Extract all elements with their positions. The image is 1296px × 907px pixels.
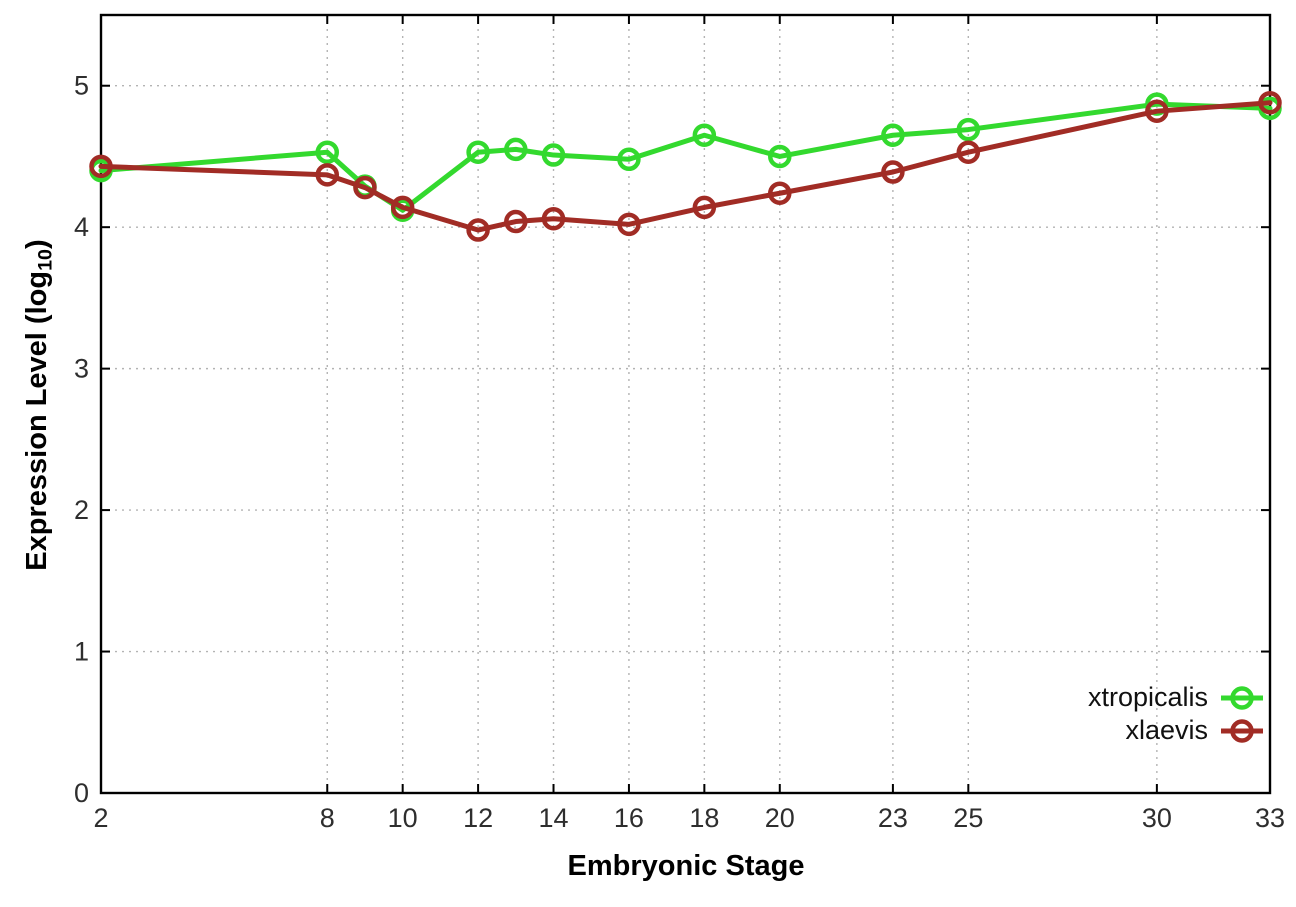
x-axis-label: Embryonic Stage (567, 850, 805, 882)
data-point-xlaevis-s33 (1258, 90, 1282, 115)
y-tick-label: 3 (74, 354, 89, 384)
x-tick-label: 14 (538, 803, 568, 833)
data-point-xtropicalis-s12 (466, 140, 490, 164)
legend-item-xlaevis: xlaevis (1125, 715, 1266, 746)
y-axis-label-suffix: ) (21, 239, 53, 249)
y-tick-label: 1 (74, 637, 89, 667)
series-line-xlaevis (98, 100, 1273, 233)
data-point-xtropicalis-s13 (504, 137, 528, 162)
legend-item-xtropicalis: xtropicalis (1088, 682, 1266, 713)
y-tick-label: 5 (74, 71, 89, 101)
data-point-xtropicalis-s25 (956, 117, 981, 142)
x-tick-label: 23 (878, 803, 908, 833)
x-tick-label: 12 (463, 803, 493, 833)
legend-label-xlaevis: xlaevis (1125, 715, 1208, 745)
data-point-xlaevis-s18 (692, 195, 717, 220)
y-tick-label: 0 (74, 778, 89, 808)
legend-sample-icon-xtropicalis (1221, 685, 1263, 710)
y-tick-label: 2 (74, 495, 89, 525)
series-line-xtropicalis (98, 101, 1273, 213)
data-point-xlaevis-s23 (881, 160, 905, 184)
data-point-xlaevis-s8 (315, 163, 340, 187)
data-point-xlaevis-s9 (353, 175, 377, 200)
x-tick-label: 25 (953, 803, 983, 833)
legend-sample-icon-xlaevis (1221, 718, 1263, 743)
data-point-xtropicalis-s20 (768, 144, 792, 169)
data-point-xlaevis-s14 (541, 206, 566, 231)
axis-ticks (100, 15, 1271, 794)
y-tick-label: 4 (74, 212, 89, 242)
x-tick-label: 33 (1255, 803, 1285, 833)
legend: xtropicalis xlaevis (1088, 682, 1266, 746)
y-axis-label-subscript: 10 (34, 249, 57, 271)
x-tick-label: 18 (689, 803, 719, 833)
y-axis-label: Expression Level (log10) (21, 5, 57, 805)
grid-lines (101, 15, 1270, 793)
data-point-xtropicalis-s14 (541, 143, 566, 167)
x-tick-label: 8 (320, 803, 335, 833)
data-point-xlaevis-s30 (1145, 99, 1169, 123)
data-point-xtropicalis-s18 (692, 123, 717, 147)
legend-label-xtropicalis: xtropicalis (1087, 682, 1208, 712)
x-tick-label: 2 (93, 803, 108, 833)
x-tick-label: 20 (765, 803, 795, 833)
data-point-xlaevis-s25 (956, 140, 981, 164)
data-point-xtropicalis-s8 (315, 140, 340, 164)
x-tick-label: 30 (1142, 803, 1172, 833)
data-point-xlaevis-s12 (466, 218, 490, 242)
data-point-xlaevis-s20 (768, 181, 792, 205)
data-point-xlaevis-s10 (390, 195, 415, 220)
plot-border (99, 13, 1272, 795)
data-point-xlaevis-s13 (504, 209, 528, 234)
data-point-xlaevis-s16 (617, 212, 641, 237)
series-xlaevis (89, 90, 1282, 242)
x-tick-label: 16 (614, 803, 644, 833)
y-axis-label-text: Expression Level (log (21, 270, 53, 571)
data-point-xlaevis-s2 (89, 154, 113, 179)
data-point-xtropicalis-s23 (881, 123, 905, 147)
series-xtropicalis (89, 92, 1282, 222)
x-tick-label: 10 (388, 803, 418, 833)
data-point-xtropicalis-s16 (617, 147, 641, 172)
